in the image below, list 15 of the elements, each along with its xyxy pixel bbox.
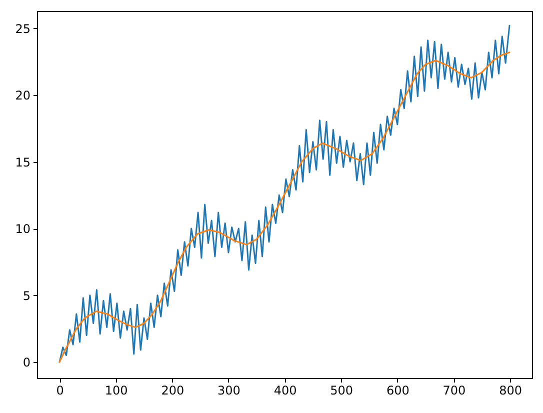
- x-tick-label: 800: [499, 384, 522, 398]
- x-tick-label: 100: [104, 384, 128, 398]
- x-tick-label: 600: [386, 384, 410, 398]
- y-tick-label: 5: [22, 288, 30, 303]
- y-tick-label: 15: [15, 155, 30, 170]
- x-tick-label: 0: [56, 384, 64, 398]
- x-tick-label: 700: [442, 384, 466, 398]
- x-tick-label: 400: [274, 384, 297, 398]
- x-tick-label: 200: [161, 384, 184, 398]
- y-tick-label: 10: [15, 222, 30, 236]
- x-tick-label: 500: [330, 384, 354, 398]
- x-tick-label: 300: [218, 384, 240, 398]
- y-tick-label: 25: [15, 22, 30, 36]
- y-tick-label: 0: [22, 355, 30, 370]
- y-tick-label: 20: [15, 88, 30, 103]
